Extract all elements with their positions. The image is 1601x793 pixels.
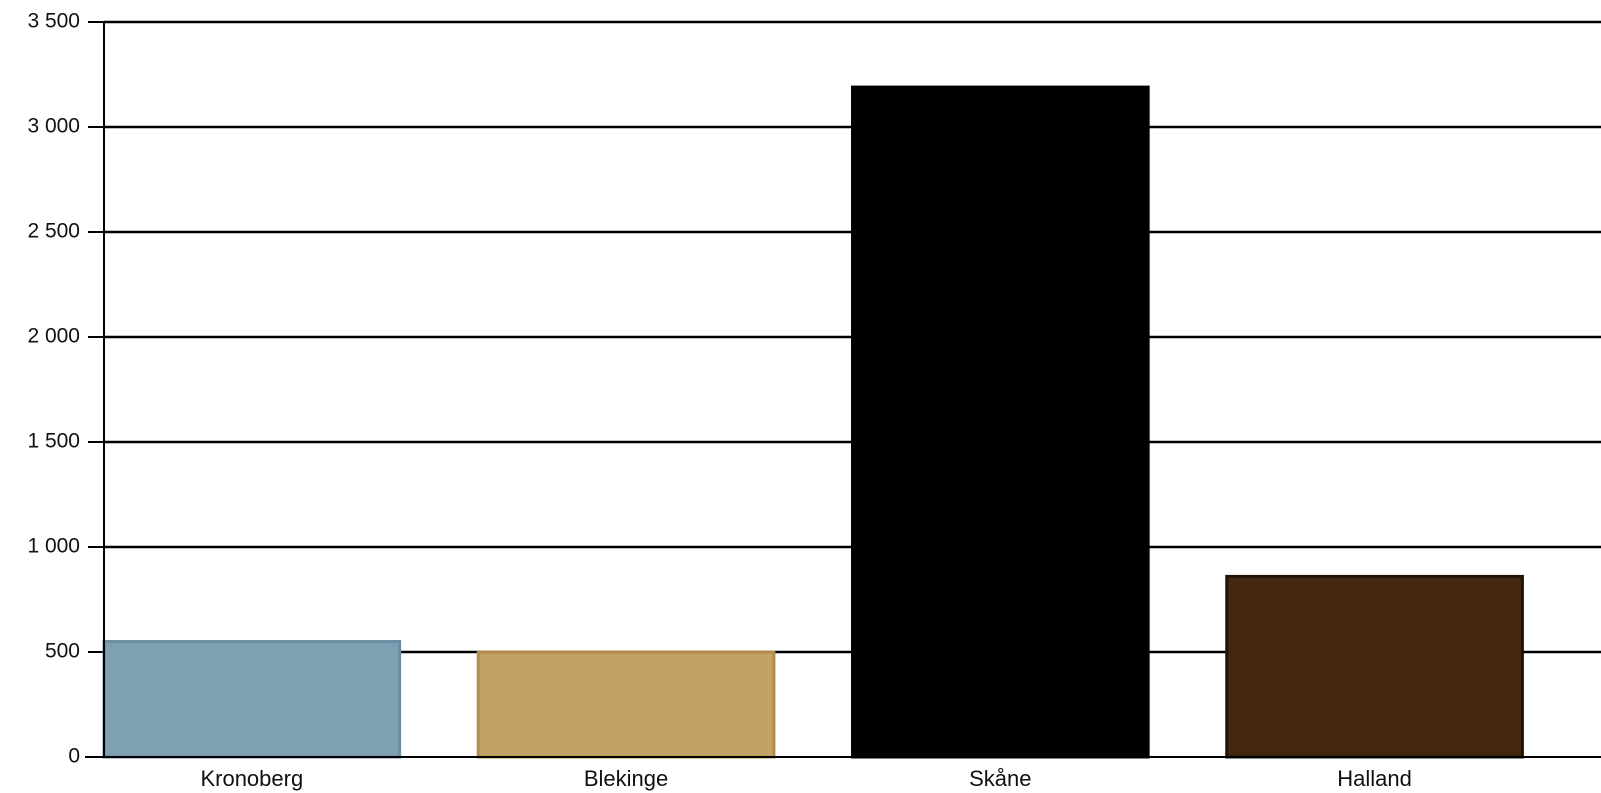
y-tick-label: 3 000	[27, 115, 80, 138]
bars	[102, 85, 1524, 759]
x-tick-label: Kronoberg	[200, 766, 303, 791]
x-tick-labels: Kronoberg Blekinge Skåne Halland	[200, 766, 1411, 791]
bar-skåne	[851, 85, 1150, 759]
y-tick-label: 500	[45, 640, 80, 663]
y-tick-label: 2 000	[27, 325, 80, 348]
y-tick-label: 1 500	[27, 430, 80, 453]
y-tick-label: 2 500	[27, 220, 80, 243]
y-tick-label: 3 500	[27, 10, 80, 33]
y-tick-label: 1 000	[27, 535, 80, 558]
x-tick-label: Skåne	[969, 766, 1031, 791]
y-tick-labels: 0 500 1 000 1 500 2 000 2 500 3 000 3 500	[27, 10, 80, 768]
y-tick-label: 0	[68, 745, 80, 768]
bar-blekinge	[476, 650, 776, 759]
axes	[85, 22, 1601, 758]
bar-halland	[1225, 574, 1524, 759]
x-tick-label: Halland	[1337, 766, 1412, 791]
x-tick-label: Blekinge	[584, 766, 668, 791]
bar-kronoberg	[102, 640, 402, 759]
